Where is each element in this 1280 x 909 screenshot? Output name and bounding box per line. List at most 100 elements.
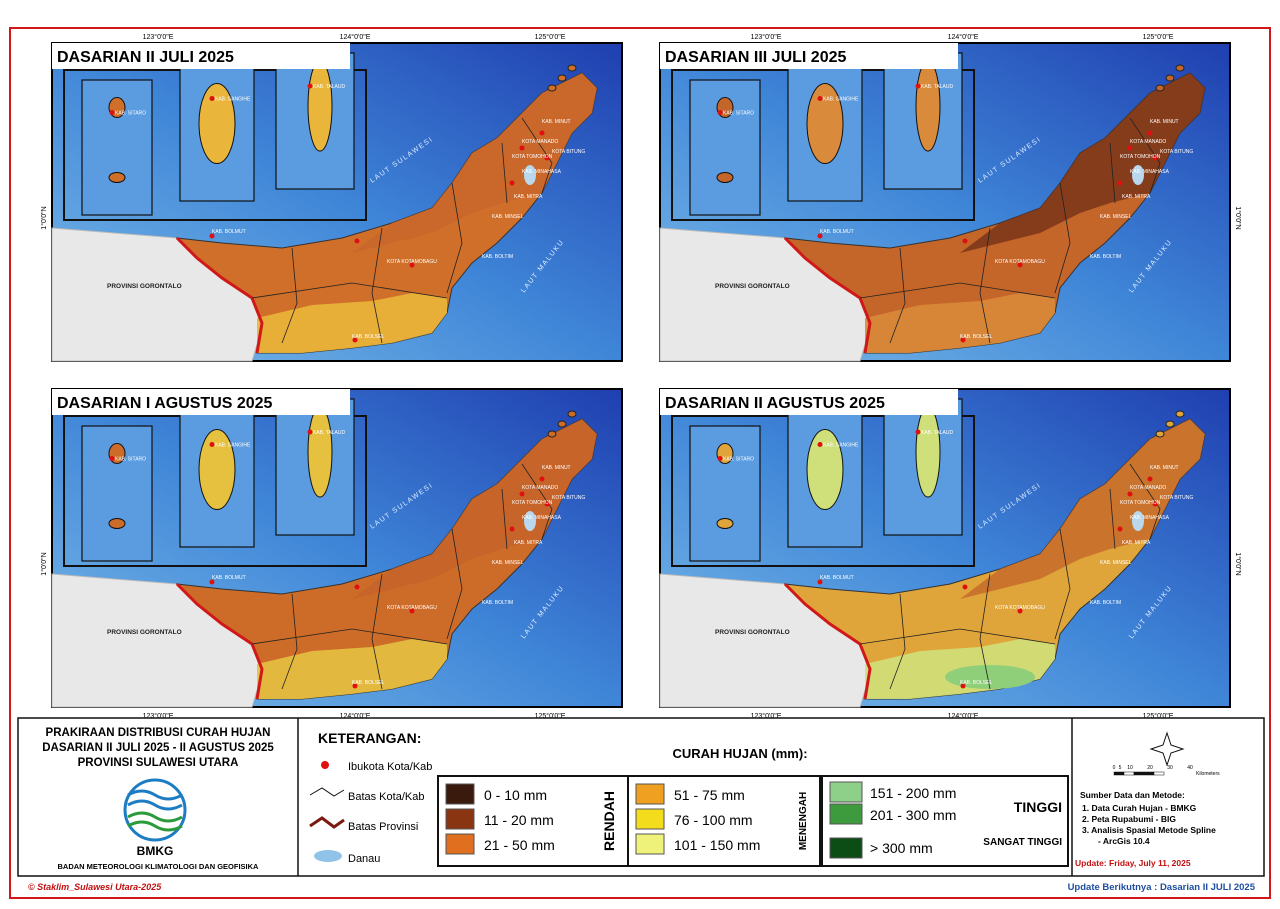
district-label: KAB. MINAHASA bbox=[522, 169, 562, 175]
island bbox=[567, 410, 577, 418]
capital-marker bbox=[307, 83, 313, 89]
title-box bbox=[660, 43, 958, 69]
district-label: KAB. BOLSEL bbox=[960, 680, 992, 686]
capital-marker bbox=[717, 110, 723, 115]
district-border bbox=[979, 573, 991, 690]
scale-bar bbox=[1133, 771, 1155, 776]
map-panel: KAB. BOLMUT KOTA KOTAMOBAGU KAB. BOLTIM KAB… bbox=[40, 388, 623, 720]
capital-marker bbox=[307, 429, 313, 435]
district-label: KOTA TOMOHON bbox=[512, 500, 553, 506]
island bbox=[198, 429, 236, 510]
logo-wave bbox=[127, 820, 183, 832]
island bbox=[915, 406, 941, 498]
capital-marker bbox=[1147, 130, 1153, 136]
inset-label: KAB. TALAUD bbox=[313, 84, 345, 90]
longitude-label: 123°0'0"E bbox=[143, 712, 174, 720]
district-border bbox=[371, 573, 383, 690]
district-border bbox=[501, 142, 508, 204]
scale-unit: Kilometers bbox=[1196, 771, 1220, 777]
compass bbox=[1149, 731, 1185, 767]
rain-zone bbox=[865, 293, 1055, 353]
source-item: 2. Peta Rupabumi - BIG bbox=[1082, 814, 1176, 824]
province-border bbox=[783, 582, 872, 700]
capital-marker bbox=[209, 579, 215, 585]
island bbox=[716, 518, 734, 529]
province-border bbox=[783, 236, 872, 354]
longitude-label: 125°0'0"E bbox=[535, 712, 566, 720]
longitude-label: 125°0'0"E bbox=[1143, 712, 1174, 720]
class-swatch bbox=[445, 783, 475, 805]
district-label: KOTA MANADO bbox=[522, 139, 558, 145]
district-border bbox=[521, 117, 553, 194]
capital-marker bbox=[817, 233, 823, 239]
symbol-label: Batas Provinsi bbox=[348, 821, 418, 833]
province-label: PROVINSI GORONTALO bbox=[107, 629, 182, 636]
province-border bbox=[175, 582, 264, 700]
lake bbox=[1132, 511, 1144, 531]
district-label: KOTA BITUNG bbox=[552, 149, 585, 155]
capital-marker bbox=[1017, 262, 1023, 268]
district-border bbox=[979, 227, 991, 344]
district-label: KAB. BOLSEL bbox=[352, 680, 384, 686]
rain-zone bbox=[257, 293, 447, 353]
rain-zone bbox=[960, 73, 1205, 253]
class-swatch bbox=[635, 808, 665, 830]
island bbox=[1175, 64, 1185, 72]
map-panel: KAB. BOLMUT KOTA KOTAMOBAGU KAB. BOLTIM KAB… bbox=[659, 388, 1242, 720]
capital-marker bbox=[409, 262, 415, 268]
district-label: KOTA TOMOHON bbox=[1120, 500, 1161, 506]
capital-marker bbox=[960, 683, 966, 689]
capital-marker bbox=[1152, 501, 1158, 507]
island bbox=[1155, 84, 1165, 92]
class-label: 0 - 10 mm bbox=[484, 787, 547, 803]
capital-marker bbox=[915, 429, 921, 435]
capital-marker bbox=[354, 238, 360, 244]
district-label: KOTA MANADO bbox=[522, 485, 558, 491]
latitude-label: 1°0'0"N bbox=[1234, 552, 1242, 575]
island bbox=[1165, 420, 1175, 428]
inset-label: KAB. SITARO bbox=[723, 457, 754, 463]
group-label: TINGGI bbox=[1014, 799, 1062, 815]
inset-label: KAB. SANGIHE bbox=[215, 97, 251, 103]
capital-marker bbox=[109, 110, 115, 115]
next-update: Update Berikutnya : Dasarian II JULI 202… bbox=[1068, 882, 1256, 893]
capital-marker bbox=[817, 96, 823, 101]
capital-marker bbox=[962, 238, 968, 244]
inset-label: KAB. SITARO bbox=[115, 457, 146, 463]
district-label: KAB. BOLTIM bbox=[482, 254, 513, 260]
district-label: KAB. MITRA bbox=[514, 540, 543, 546]
inset-label: KAB. TALAUD bbox=[313, 430, 345, 436]
latitude-label: 1°0'0"N bbox=[40, 552, 48, 575]
map-title: DASARIAN II AGUSTUS 2025 bbox=[665, 395, 885, 412]
island bbox=[716, 172, 734, 183]
capital-marker bbox=[1017, 608, 1023, 614]
source-item: - ArcGis 10.4 bbox=[1098, 836, 1150, 846]
district-label: KAB. MINUT bbox=[542, 465, 571, 471]
sheet-title: PRAKIRAAN DISTRIBUSI CURAH HUJAN bbox=[46, 727, 271, 739]
class-swatch bbox=[635, 833, 665, 855]
scale-tick: 30 bbox=[1167, 765, 1173, 771]
capital-marker bbox=[1117, 526, 1123, 532]
update-date: Update: Friday, July 11, 2025 bbox=[1075, 858, 1191, 868]
map-panel: KAB. BOLMUT KOTA KOTAMOBAGU KAB. BOLTIM KAB… bbox=[659, 33, 1242, 362]
logo-circle bbox=[123, 778, 187, 842]
logo-text: BMKG bbox=[137, 844, 174, 858]
island bbox=[1165, 74, 1175, 82]
longitude-label: 123°0'0"E bbox=[143, 33, 174, 41]
capital-marker bbox=[817, 579, 823, 585]
capital-marker bbox=[962, 584, 968, 590]
district-label: KAB. MINSEL bbox=[1100, 560, 1132, 566]
class-swatch bbox=[445, 808, 475, 830]
class-label: 21 - 50 mm bbox=[484, 837, 555, 853]
map-title: DASARIAN III JULI 2025 bbox=[665, 49, 846, 66]
scale-tick: 40 bbox=[1187, 765, 1193, 771]
district-label: KOTA KOTAMOBAGU bbox=[995, 605, 1045, 611]
capital-marker bbox=[1147, 476, 1153, 482]
inset-label: KAB. SITARO bbox=[723, 111, 754, 117]
symbol-capital bbox=[321, 761, 329, 769]
district-label: KOTA TOMOHON bbox=[1120, 154, 1161, 160]
capital-marker bbox=[1117, 180, 1123, 186]
class-swatch bbox=[635, 783, 665, 805]
district-border bbox=[889, 593, 906, 690]
